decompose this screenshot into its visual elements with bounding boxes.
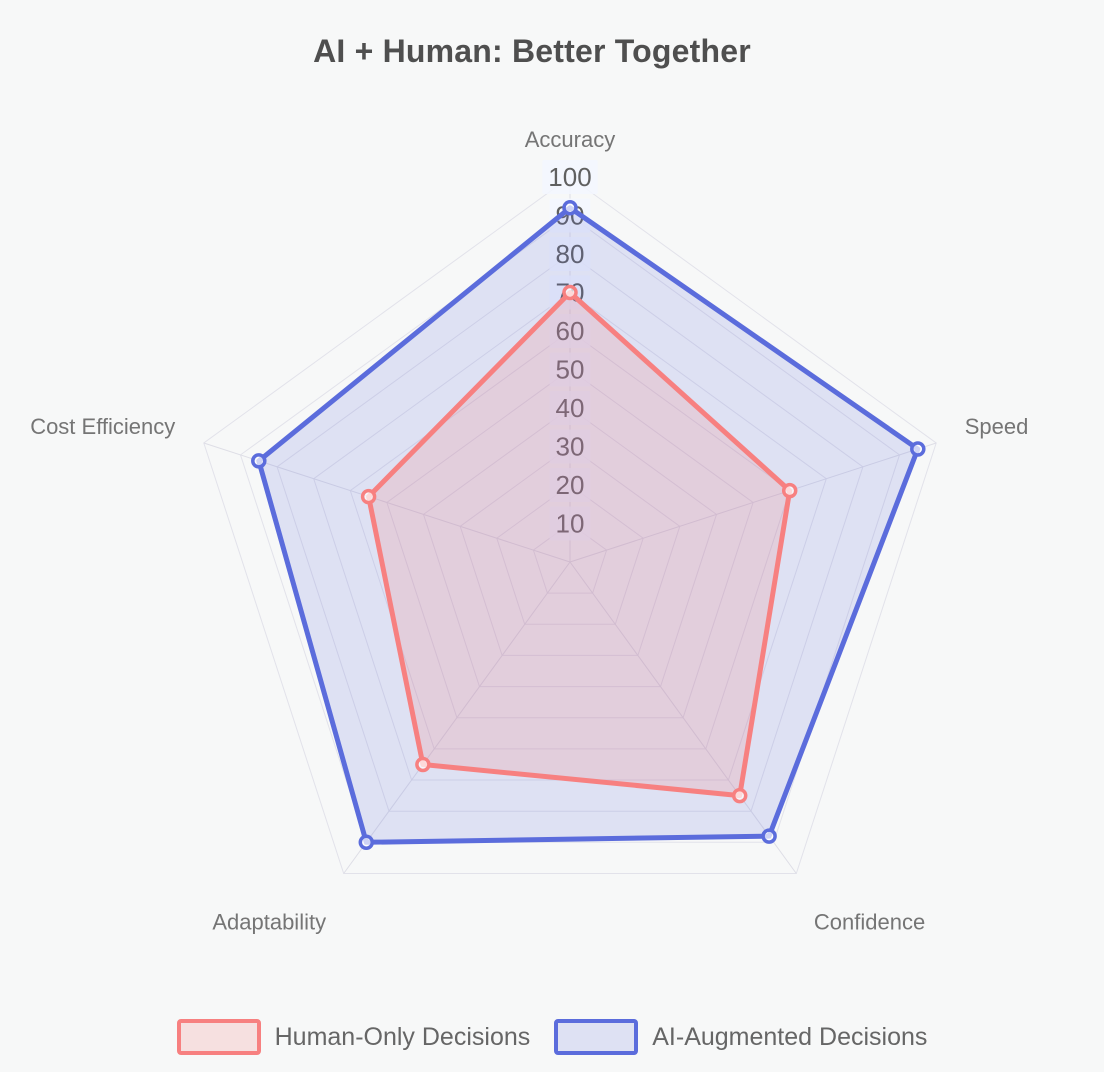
data-point-ai-augmented-decisions-adaptability[interactable] (358, 834, 375, 851)
tick-label-30: 30 (556, 432, 585, 462)
data-point-ai-augmented-decisions-cost-efficiency[interactable] (251, 453, 267, 469)
axis-label-confidence: Confidence (814, 910, 925, 935)
axis-label-cost-efficiency: Cost Efficiency (30, 414, 175, 439)
radar-series (251, 200, 926, 851)
tick-backdrop (549, 391, 591, 425)
tick-backdrop (549, 352, 591, 387)
data-point-ai-augmented-decisions-speed[interactable] (910, 441, 926, 457)
grid-spoke (569, 442, 937, 563)
axis-labels: Accuracy Speed Confidence Adaptability Cost … (30, 127, 1028, 935)
data-point-human-only-decisions-adaptability[interactable] (415, 756, 431, 773)
legend-swatch-ai-augmented (554, 1019, 639, 1055)
legend-swatch-human-only (176, 1019, 261, 1055)
legend-label-human-only: Human-Only Decisions (274, 1022, 531, 1051)
data-point-human-only-decisions-speed[interactable] (781, 482, 798, 499)
data-point-ai-augmented-decisions-confidence[interactable] (761, 828, 777, 844)
grid-spoke (343, 561, 571, 874)
data-point-human-only-decisions-accuracy[interactable] (562, 284, 578, 301)
series-ai-augmented-decisions (251, 200, 926, 851)
series-polygon-human-only-decisions (366, 290, 793, 799)
grid-ring (203, 176, 937, 874)
tick-label-60: 60 (556, 316, 585, 346)
grid-ring (349, 330, 791, 750)
grid-ring (386, 368, 754, 719)
legend-item-ai-augmented[interactable]: AI-Augmented Decisions (554, 1019, 927, 1055)
chart-legend: Human-Only Decisions AI-Augmented Decisi… (0, 1019, 1104, 1055)
series-human-only-decisions (360, 284, 798, 804)
tick-label-100: 100 (548, 162, 591, 192)
tick-backdrop (549, 468, 591, 502)
legend-label-ai-augmented: AI-Augmented Decisions (652, 1022, 928, 1051)
axis-label-accuracy: Accuracy (525, 127, 615, 152)
data-point-human-only-decisions-cost-efficiency[interactable] (360, 488, 377, 505)
tick-label-20: 20 (556, 470, 585, 500)
tick-backdrop (542, 160, 598, 194)
grid-ring (276, 253, 864, 812)
series-polygon-ai-augmented-decisions (256, 205, 921, 845)
data-point-ai-augmented-decisions-accuracy[interactable] (562, 200, 578, 216)
tick-backdrop (549, 506, 591, 541)
grid-ring (496, 484, 644, 625)
tick-backdrop (549, 314, 591, 348)
tick-label-50: 50 (556, 355, 585, 385)
axis-label-speed: Speed (965, 414, 1029, 439)
axis-label-adaptability: Adaptability (212, 910, 326, 935)
grid-spoke (569, 561, 797, 874)
tick-backdrop (549, 429, 591, 464)
tick-backdrop (549, 237, 591, 271)
tick-label-10: 10 (556, 509, 585, 539)
grid-ring (459, 445, 681, 656)
tick-label-80: 80 (556, 239, 585, 269)
legend-item-human-only[interactable]: Human-Only Decisions (176, 1019, 531, 1055)
data-point-human-only-decisions-confidence[interactable] (731, 787, 748, 804)
grid-ring (239, 214, 901, 843)
chart-title: AI + Human: Better Together (313, 33, 751, 69)
grid-ring (422, 407, 718, 688)
grid-ring (532, 522, 608, 594)
tick-label-40: 40 (556, 393, 585, 423)
